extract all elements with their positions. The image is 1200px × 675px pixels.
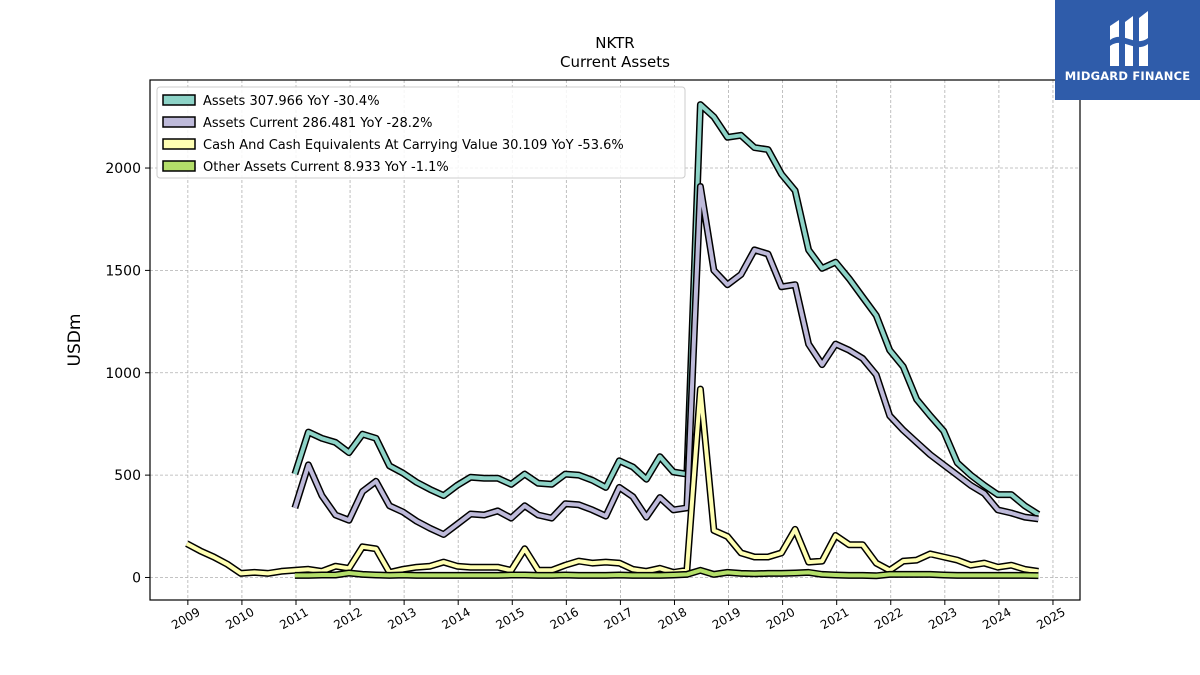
- series-line-3: [294, 568, 1039, 578]
- x-tick-label: 2010: [223, 605, 256, 632]
- x-tick-label: 2025: [1034, 605, 1067, 632]
- x-tick-label: 2018: [656, 605, 689, 632]
- y-axis-label: USDm: [65, 314, 85, 367]
- x-tick-label: 2017: [602, 605, 635, 632]
- logo-mark-icon: [1110, 11, 1148, 66]
- y-tick-label: 1500: [105, 263, 141, 279]
- x-tick-label: 2014: [439, 605, 472, 632]
- legend-label-0: Assets 307.966 YoY -30.4%: [203, 94, 380, 109]
- logo-text: MIDGARD FINANCE: [1064, 69, 1191, 83]
- x-tick-label: 2021: [818, 605, 851, 632]
- y-tick-label: 0: [132, 570, 141, 586]
- series-line-1: [292, 184, 1039, 537]
- chart-title: NKTR: [595, 34, 634, 52]
- x-tick-label: 2022: [872, 605, 905, 632]
- x-tick-label: 2019: [710, 605, 743, 632]
- x-tick-label: 2024: [980, 605, 1013, 632]
- y-tick-label: 1000: [105, 366, 141, 382]
- legend-swatch-0: [162, 94, 196, 106]
- y-tick-label: 500: [114, 468, 141, 484]
- x-tick-label: 2011: [277, 605, 310, 632]
- y-tick-label: 2000: [105, 161, 141, 177]
- legend-swatch-1: [162, 116, 196, 128]
- x-tick-label: 2015: [494, 605, 527, 632]
- legend-label-3: Other Assets Current 8.933 YoY -1.1%: [203, 160, 449, 175]
- x-tick-label: 2016: [548, 605, 581, 632]
- axes-frame: [149, 79, 1081, 601]
- chart-subtitle: Current Assets: [560, 53, 670, 71]
- x-tick-label: 2013: [385, 605, 418, 632]
- brand-logo: MIDGARD FINANCE: [1055, 0, 1200, 100]
- legend-box: [156, 86, 686, 179]
- legend-swatch-2: [162, 138, 196, 150]
- legend-label-2: Cash And Cash Equivalents At Carrying Va…: [203, 138, 624, 153]
- legend-label-1: Assets Current 286.481 YoY -28.2%: [203, 116, 433, 131]
- x-tick-label: 2009: [169, 605, 202, 632]
- x-tick-label: 2020: [764, 605, 797, 632]
- x-tick-label: 2012: [331, 605, 364, 632]
- series-line-0: [292, 102, 1040, 517]
- x-tick-label: 2023: [926, 605, 959, 632]
- series-line-2: [185, 387, 1039, 576]
- legend-swatch-3: [162, 160, 196, 172]
